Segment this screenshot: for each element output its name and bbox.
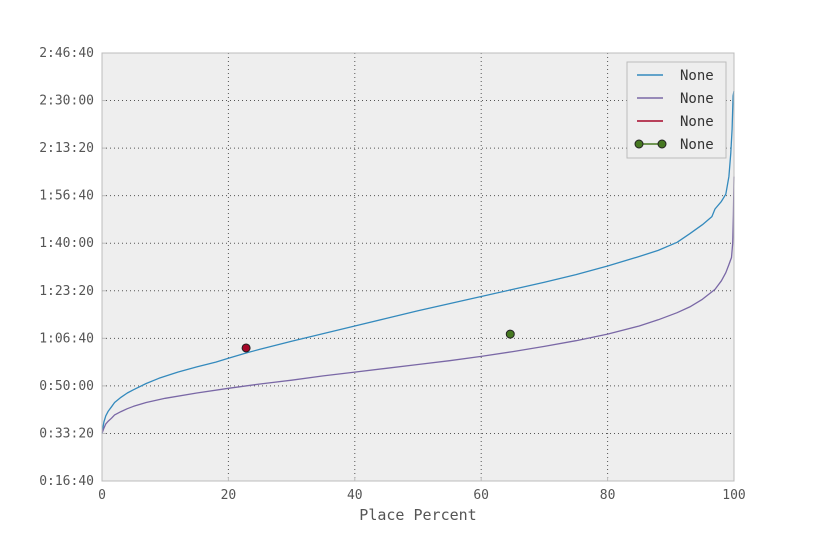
y-tick-label: 0:16:40: [39, 474, 94, 489]
x-axis-label: Place Percent: [359, 506, 476, 524]
legend-label-4: None: [680, 137, 714, 153]
y-tick-label: 0:50:00: [39, 379, 94, 394]
legend-marker-4: [634, 139, 644, 149]
x-tick-label: 60: [473, 488, 489, 503]
y-tick-label: 2:13:20: [39, 141, 94, 156]
legend-label-2: None: [680, 91, 714, 107]
plot-frame: [101, 52, 735, 482]
x-tick-label: 100: [722, 488, 745, 503]
x-tick-label: 40: [347, 488, 363, 503]
y-tick-label: 2:46:40: [39, 46, 94, 61]
series-line-1: [101, 90, 735, 434]
y-tick-label: 0:33:20: [39, 426, 94, 441]
legend-label-3: None: [680, 114, 714, 130]
legend: None None None None: [626, 61, 727, 159]
y-tick-label: 1:06:40: [39, 331, 94, 346]
series-line-2: [101, 176, 735, 434]
x-tick-label: 20: [221, 488, 237, 503]
x-tick-label: 0: [98, 488, 106, 503]
series-layer: [101, 90, 735, 434]
x-axis: 0 20 40 60 80 100: [98, 477, 746, 503]
grid: [102, 53, 734, 481]
legend-label-1: None: [680, 68, 714, 84]
x-tick-label: 80: [600, 488, 616, 503]
legend-marker-4: [657, 139, 667, 149]
y-axis: 0:16:40 0:33:20 0:50:00 1:06:40 1:23:20 1:40:…: [39, 46, 106, 489]
y-tick-label: 1:56:40: [39, 189, 94, 204]
y-tick-label: 2:30:00: [39, 94, 94, 109]
y-tick-label: 1:40:00: [39, 236, 94, 251]
y-tick-label: 1:23:20: [39, 284, 94, 299]
legend-box: [626, 61, 727, 159]
series-marker-4: [505, 329, 515, 339]
series-marker-3: [241, 343, 251, 353]
